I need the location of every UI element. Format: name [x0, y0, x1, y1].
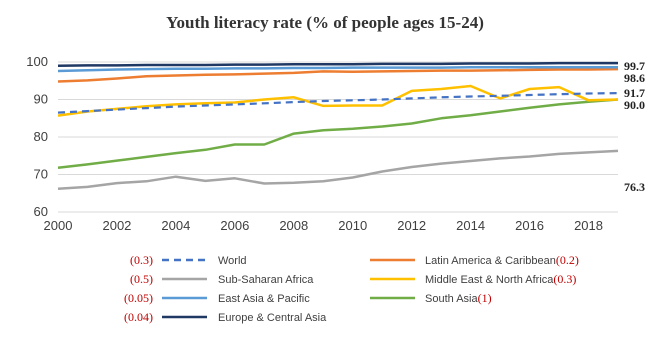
legend-name: Middle East & North Africa [425, 274, 554, 286]
legend-label-world: World [218, 255, 247, 267]
y-axis-ticks: 60 70 80 90 100 [26, 54, 48, 219]
end-label-europe-and-central-asia: 99.7 [624, 59, 645, 73]
series-line-south-asia [57, 98, 619, 170]
legend-label-east-asia-and-pacific: East Asia & Pacific [218, 293, 310, 305]
legend-note: (0.3) [130, 253, 153, 267]
series-lines [57, 61, 619, 191]
legend: World (0.3) Latin America & Caribbean(0.2)… [124, 253, 579, 324]
legend-note: (0.05) [124, 291, 153, 305]
x-tick-label: 2018 [574, 218, 603, 233]
y-tick-label: 80 [34, 129, 48, 144]
x-tick-label: 2014 [456, 218, 485, 233]
end-label-east-asia-and-pacific: 98.6 [624, 71, 645, 85]
x-tick-label: 2016 [515, 218, 544, 233]
end-label-sub-saharan-africa: 76.3 [624, 180, 645, 194]
legend-name: Latin America & Caribbean [425, 255, 556, 267]
end-label-world: 91.7 [624, 86, 645, 100]
series-line-sub-saharan-africa [57, 149, 619, 191]
legend-note: (0.2) [556, 253, 579, 267]
series-line-east-asia-and-pacific [57, 66, 618, 73]
legend-note: (0.04) [124, 310, 153, 324]
legend-label-south-asia: South Asia(1) [425, 291, 492, 305]
x-tick-label: 2012 [397, 218, 426, 233]
x-tick-label: 2008 [279, 218, 308, 233]
legend-name: South Asia [425, 293, 478, 305]
legend-name: East Asia & Pacific [218, 293, 310, 305]
x-tick-label: 2010 [338, 218, 367, 233]
x-tick-label: 2002 [102, 218, 131, 233]
series-line-middle-east-and-north-africa [57, 84, 619, 117]
series-end-labels: 99.798.691.790.0 76.3 [624, 59, 645, 194]
legend-note: (0.3) [553, 272, 576, 286]
gridlines [58, 61, 618, 213]
series-line-world [57, 92, 619, 114]
legend-label-sub-saharan-africa: Sub-Saharan Africa [218, 274, 314, 286]
legend-name: Europe & Central Asia [218, 312, 327, 324]
legend-note: (0.5) [130, 272, 153, 286]
chart-title: Youth literacy rate (% of people ages 15… [166, 13, 484, 32]
x-axis-ticks: 2000 2002 2004 2006 2008 2010 2012 2014 2016 2018 [44, 218, 603, 233]
legend-label-latin-america-and-caribbean: Latin America & Caribbean(0.2) [425, 253, 579, 267]
series-line-europe-and-central-asia [57, 61, 618, 68]
series-line-latin-america-and-caribbean [57, 67, 619, 83]
x-tick-label: 2006 [220, 218, 249, 233]
y-tick-label: 100 [26, 54, 48, 69]
legend-name: Sub-Saharan Africa [218, 274, 314, 286]
x-tick-label: 2004 [161, 218, 190, 233]
legend-name: World [218, 255, 247, 267]
y-tick-label: 60 [34, 204, 48, 219]
end-label-middle-east-and-north-africa: 90.0 [624, 98, 645, 112]
x-tick-label: 2000 [44, 218, 73, 233]
legend-label-middle-east-and-north-africa: Middle East & North Africa(0.3) [425, 272, 576, 286]
y-tick-label: 90 [34, 92, 48, 107]
legend-note: (1) [478, 291, 492, 305]
legend-label-europe-and-central-asia: Europe & Central Asia [218, 312, 327, 324]
y-tick-label: 70 [34, 167, 48, 182]
